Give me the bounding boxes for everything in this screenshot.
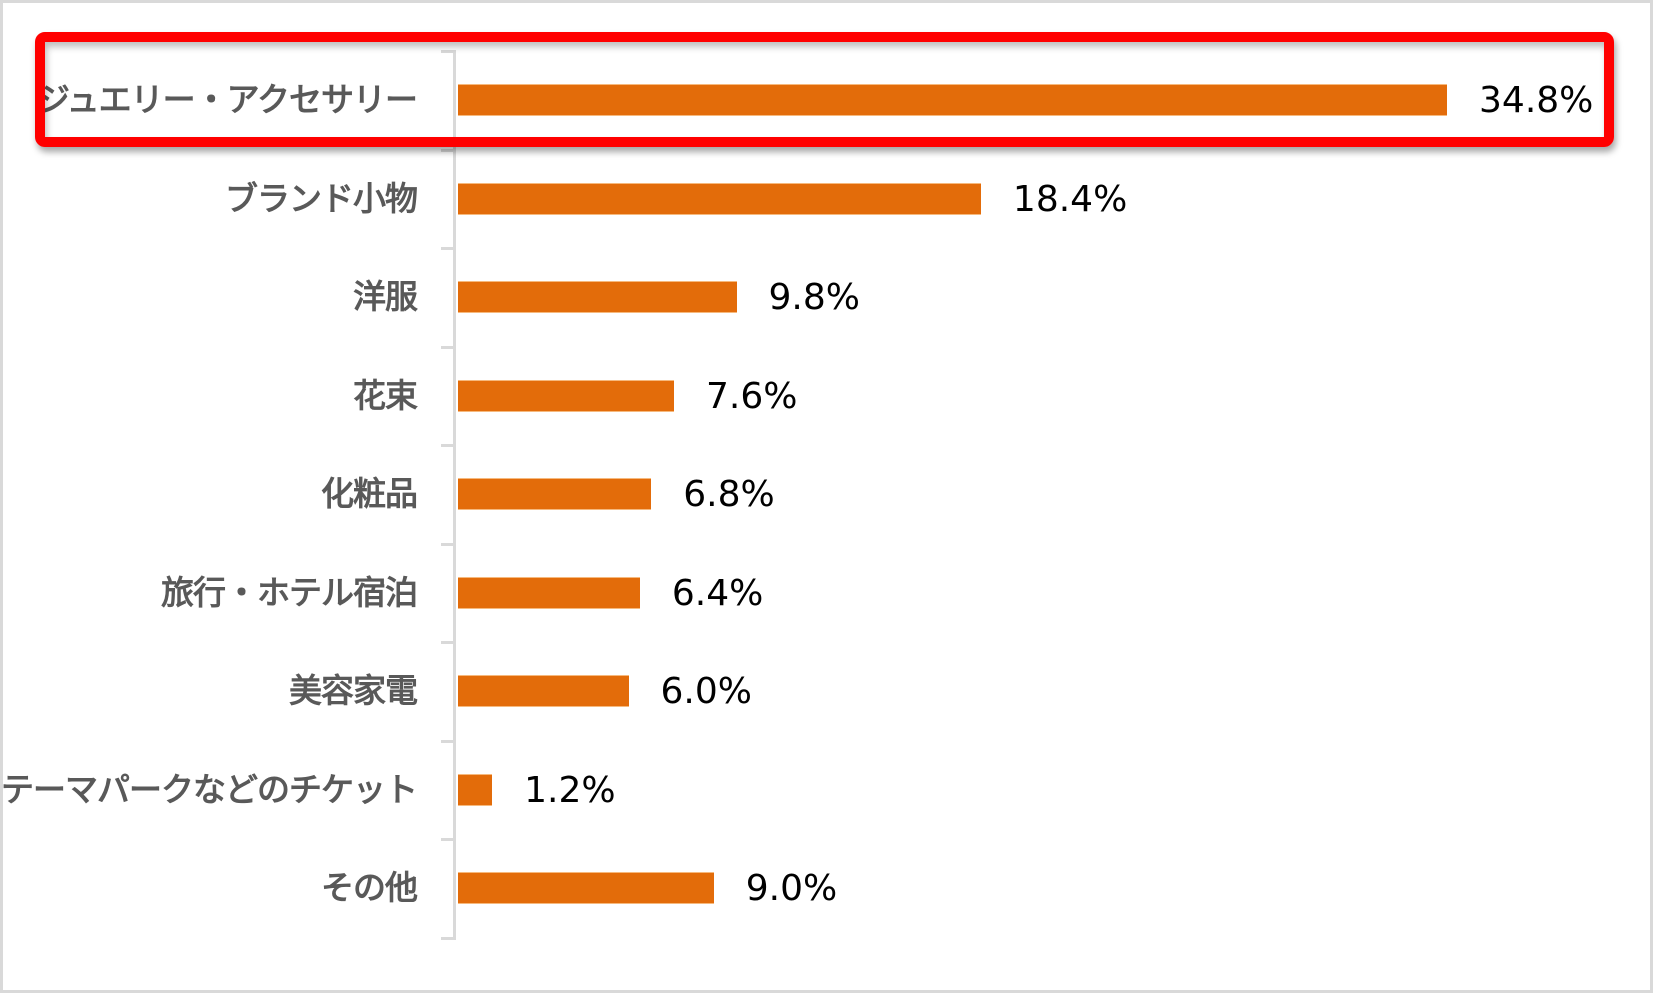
value-label: 9.8% <box>768 277 860 318</box>
value-label: 9.0% <box>745 868 838 909</box>
bar-row: その他 9.0% <box>0 839 1653 937</box>
axis-tick <box>441 148 455 152</box>
axis-tick <box>441 641 455 644</box>
category-axis-line <box>453 50 456 940</box>
bar <box>458 478 652 510</box>
bar <box>458 84 1448 116</box>
value-label: 6.8% <box>683 474 775 515</box>
category-label: ジュエリー・アクセサリー <box>36 80 418 119</box>
highlight-box <box>35 32 1614 147</box>
bar-row: 花束 7.6% <box>0 347 1653 445</box>
category-label: テーマパークなどのチケット <box>1 769 418 809</box>
axis-tick <box>441 838 455 841</box>
value-label: 6.0% <box>660 671 752 712</box>
category-label: ブランド小物 <box>225 178 418 218</box>
value-label: 18.4% <box>1012 178 1128 220</box>
bar-row: 旅行・ホテル宿泊 6.4% <box>0 544 1653 642</box>
axis-tick <box>441 444 455 447</box>
axis-tick <box>441 936 455 940</box>
axis-tick <box>441 345 455 349</box>
value-label: 6.4% <box>671 572 764 614</box>
bar <box>458 281 737 313</box>
bar <box>458 773 493 806</box>
bar-row: テーマパークなどのチケット 1.2% <box>0 741 1653 839</box>
axis-tick <box>441 739 455 743</box>
bar-row: 美容家電 6.0% <box>0 642 1653 740</box>
axis-tick <box>441 50 455 53</box>
axis-tick <box>441 542 455 546</box>
axis-tick <box>441 247 455 250</box>
bar <box>458 872 714 904</box>
value-label: 1.2% <box>524 769 616 811</box>
category-label: 旅行・ホテル宿泊 <box>161 572 418 612</box>
category-label: 洋服 <box>353 277 418 316</box>
bar-row: ブランド小物 18.4% <box>0 150 1653 248</box>
bar-row: 化粧品 6.8% <box>0 445 1653 543</box>
bar <box>458 576 640 609</box>
value-label: 7.6% <box>705 375 798 417</box>
bar <box>458 182 981 215</box>
bar <box>458 675 629 707</box>
bar <box>458 379 674 412</box>
category-label: 化粧品 <box>321 474 418 513</box>
category-label: 美容家電 <box>289 671 418 710</box>
value-label: 34.8% <box>1479 80 1594 121</box>
category-label: その他 <box>321 868 418 907</box>
bar-row: 洋服 9.8% <box>0 248 1653 346</box>
category-label: 花束 <box>353 375 418 415</box>
bar-row: ジュエリー・アクセサリー 34.8% <box>0 51 1653 149</box>
